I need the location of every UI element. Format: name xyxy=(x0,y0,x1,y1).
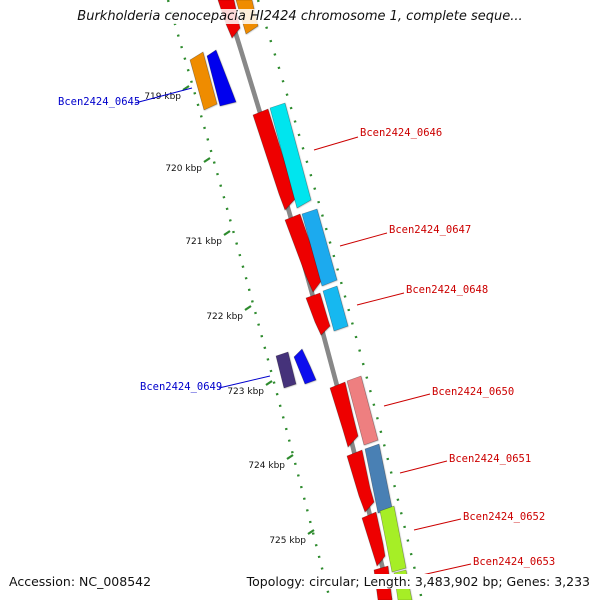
gene-label-leader xyxy=(421,563,472,576)
gene-label[interactable]: Bcen2424_0652 xyxy=(463,511,545,523)
gene-0645-feature xyxy=(206,49,237,107)
ruler-tick-label: 725 kbp xyxy=(269,536,306,546)
backbone-highlight xyxy=(221,0,388,600)
map-title: Burkholderia cenocepacia HI2424 chromoso… xyxy=(0,9,600,24)
gene-label[interactable]: Bcen2424_0653 xyxy=(473,556,555,568)
ruler-tick-mark xyxy=(307,529,315,535)
gene-labels: Bcen2424_0645 Bcen2424_0646 Bcen2424_0647 B… xyxy=(58,87,555,576)
gene-label[interactable]: Bcen2424_0648 xyxy=(406,284,488,296)
ruler-tick-label: 720 kbp xyxy=(165,164,202,174)
gene-label[interactable]: Bcen2424_0649 xyxy=(140,381,222,393)
plus-strand-feature xyxy=(252,108,297,211)
gene-label-leader xyxy=(399,460,448,474)
plus-strand-feature xyxy=(305,292,331,336)
ruler-dots xyxy=(166,0,332,600)
gene-features xyxy=(189,0,413,600)
gene-0647-feature xyxy=(301,208,338,287)
ruler-tick-mark xyxy=(286,454,294,460)
gene-0648-feature xyxy=(322,285,349,332)
ruler-tick-mark xyxy=(203,157,211,163)
ruler-tick-mark xyxy=(244,305,252,311)
gene-0649-feature xyxy=(293,348,317,385)
gene-label-leader xyxy=(339,232,388,247)
sequence-info-text: Topology: circular; Length: 3,483,902 bp… xyxy=(246,574,590,589)
ruler-tick-mark xyxy=(182,85,190,91)
ruler-tick-label: 721 kbp xyxy=(185,237,222,247)
plus-strand-feature xyxy=(329,381,359,448)
ruler-tick-label: 719 kbp xyxy=(144,92,181,102)
gene-label-leader xyxy=(383,393,431,407)
gene-label[interactable]: Bcen2424_0647 xyxy=(389,224,471,236)
ruler-tick-mark xyxy=(223,230,231,236)
gene-label[interactable]: Bcen2424_0646 xyxy=(360,127,442,139)
ruler-tick-label: 723 kbp xyxy=(227,387,264,397)
gene-0652-feature xyxy=(379,505,407,573)
gene-label-leader xyxy=(134,87,193,104)
ruler-tick-mark xyxy=(265,380,273,386)
minus-strand-feature xyxy=(189,51,218,111)
gene-label[interactable]: Bcen2424_0645 xyxy=(58,96,140,108)
gene-label[interactable]: Bcen2424_0650 xyxy=(432,386,514,398)
ruler-tick-label: 722 kbp xyxy=(206,312,243,322)
gene-label-leader xyxy=(356,292,405,306)
gene-0650-feature xyxy=(346,375,379,446)
dotted-ruler: 719 kbp 720 kbp 721 kbp 722 kbp 723 kbp 724 k… xyxy=(144,0,332,600)
ruler-tick-label: 724 kbp xyxy=(248,461,285,471)
plus-strand-feature xyxy=(346,449,375,513)
accession-text: Accession: NC_008542 xyxy=(9,574,152,589)
plus-strand-feature xyxy=(361,511,386,567)
gene-label-leader xyxy=(313,136,359,151)
minus-strand-feature xyxy=(275,351,297,389)
gene-label-leader xyxy=(413,518,462,531)
gene-label-leader xyxy=(218,375,271,389)
gene-label[interactable]: Bcen2424_0651 xyxy=(449,453,531,465)
gene-0646-feature xyxy=(269,102,312,209)
